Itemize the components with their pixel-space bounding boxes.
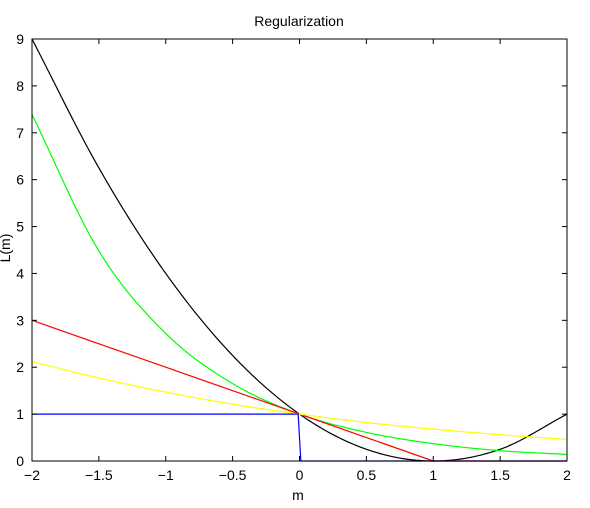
y-axis-label: L(m) (0, 234, 13, 263)
series-line-3 (31, 361, 568, 441)
x-tick-label-6: 1 (429, 467, 437, 483)
y-tick-label-4: 4 (16, 265, 24, 281)
x-tick-label-2: −1 (158, 467, 174, 483)
series-layer (31, 38, 568, 462)
x-tick-label-5: 0.5 (357, 467, 377, 483)
plot-frame (31, 38, 568, 462)
y-tick-label-6: 6 (16, 172, 24, 188)
y-tick-label-1: 1 (16, 406, 24, 422)
x-tick-label-1: −1.5 (85, 467, 113, 483)
y-tick-label-2: 2 (16, 359, 24, 375)
y-tick-label-5: 5 (16, 219, 24, 235)
series-line-1 (31, 114, 568, 456)
x-tick-label-4: 0 (296, 467, 304, 483)
x-tick-label-8: 2 (563, 467, 571, 483)
x-tick-label-0: −2 (24, 467, 40, 483)
x-tick-label-3: −0.5 (219, 467, 247, 483)
y-tick-label-3: 3 (16, 312, 24, 328)
chart-title: Regularization (254, 13, 344, 29)
y-tick-label-7: 7 (16, 125, 24, 141)
x-tick-label-7: 1.5 (490, 467, 510, 483)
ticks-layer: −2 −1.5 −1 −0.5 0 0.5 1 1.5 2 0 1 2 3 4 5 6 7 8 9 (16, 31, 571, 483)
series-line-0 (31, 38, 568, 462)
x-axis-label: m (292, 487, 304, 503)
y-tick-label-0: 0 (16, 453, 24, 469)
y-tick-label-9: 9 (16, 31, 24, 47)
y-tick-label-8: 8 (16, 78, 24, 94)
